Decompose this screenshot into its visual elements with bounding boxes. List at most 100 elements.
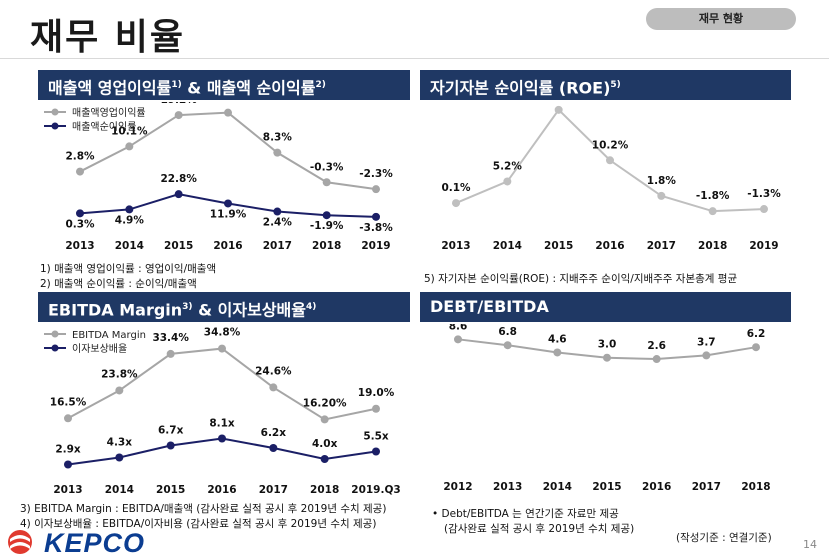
x-tick-label: 2014	[493, 240, 522, 252]
ebitda-notes: 3) EBITDA Margin : EBITDA/매출액 (감사완료 실적 공…	[20, 502, 386, 532]
x-tick-label: 2013	[493, 481, 522, 493]
data-label: 11.9%	[210, 208, 247, 220]
data-label: 19.2%	[160, 102, 197, 106]
margins-note-2: 2) 매출액 순이익률 : 순이익/매출액	[40, 278, 197, 290]
ebitda-panel-title: EBITDA Margin3) & 이자보상배율4)	[38, 292, 410, 322]
x-tick-label: 2017	[647, 240, 676, 252]
data-point	[125, 142, 134, 151]
data-label: 0.1%	[441, 182, 471, 194]
data-label: 6.2x	[261, 427, 287, 439]
legend-label: 매출액영업이익률	[72, 106, 146, 119]
data-label: 19.0%	[358, 387, 395, 399]
debt-title-text: DEBT/EBITDA	[430, 297, 549, 316]
debt-notes: • Debt/EBITDA 는 연간기준 자료만 제공 (감사완료 실적 공시 …	[432, 507, 634, 537]
x-tick-label: 2015	[592, 481, 621, 493]
data-label: 2.4%	[263, 217, 293, 229]
roe-title-sup: 5)	[610, 80, 621, 90]
data-point	[652, 355, 661, 364]
data-point	[322, 178, 331, 187]
data-point	[320, 415, 329, 424]
legend-label: 매출액순이익률	[72, 121, 136, 133]
debt-note-1: • Debt/EBITDA 는 연간기준 자료만 제공	[432, 508, 619, 520]
legend-label: 이자보상배율	[72, 343, 127, 355]
data-label: 3.0	[598, 339, 617, 351]
data-label: 16.20%	[303, 397, 347, 409]
data-label: 16.5%	[50, 396, 87, 408]
data-label: 4.0x	[312, 438, 338, 450]
roe-notes: 5) 자기자본 순이익률(ROE) : 지배주주 순이익/지배주주 자본총계 평…	[424, 272, 737, 287]
margins-title-sup1: 1)	[171, 80, 182, 90]
data-point	[752, 343, 760, 352]
data-label: 10.1%	[111, 125, 148, 137]
margins-title-part2: & 매출액 순이익률	[181, 78, 316, 98]
kepco-wordmark: KEPCO	[44, 528, 145, 557]
data-label: 33.4%	[152, 332, 189, 344]
data-point	[115, 453, 124, 462]
x-tick-label: 2019.Q3	[351, 484, 400, 496]
data-point	[64, 414, 72, 423]
x-tick-label: 2013	[441, 240, 470, 252]
data-point	[657, 191, 666, 200]
data-point	[320, 455, 329, 463]
data-label: 24.6%	[255, 365, 292, 377]
x-tick-label: 2016	[595, 240, 624, 252]
legend-swatch-marker	[51, 330, 59, 338]
x-tick-label: 2018	[310, 484, 339, 496]
data-label: 22.8%	[160, 173, 197, 185]
ebitda-title-part1: EBITDA Margin	[48, 300, 183, 320]
data-point	[702, 351, 711, 360]
data-label: 5.5x	[363, 431, 389, 443]
x-tick-label: 2015	[164, 240, 193, 252]
legend-swatch-marker	[51, 108, 59, 116]
data-point	[174, 111, 183, 120]
x-tick-label: 2013	[65, 240, 94, 252]
data-label: 23.8%	[101, 368, 138, 380]
ebitda-title-part2: & 이자보상배율	[192, 300, 306, 320]
basis-note: (작성기준 : 연결기준)	[676, 532, 772, 544]
data-label: -3.8%	[359, 222, 393, 234]
x-tick-label: 2017	[259, 484, 288, 496]
x-tick-label: 2016	[207, 484, 236, 496]
data-label: 6.7x	[158, 425, 184, 437]
page-number: 14	[803, 538, 817, 551]
legend-swatch-marker	[51, 344, 59, 352]
data-label: -2.3%	[359, 168, 393, 180]
data-point	[372, 185, 380, 194]
legend-label: EBITDA Margin	[72, 330, 146, 341]
margins-title-part1: 매출액 영업이익률	[48, 78, 172, 98]
data-label: 2.8%	[65, 151, 95, 163]
x-tick-label: 2017	[692, 481, 721, 493]
data-point	[372, 447, 380, 456]
x-tick-label: 2014	[115, 240, 144, 252]
roe-panel-title: 자기자본 순이익률 (ROE)5)	[420, 70, 791, 100]
data-label: 8.3%	[263, 132, 293, 144]
chart-svg: 20132014201520162017201820190.1%5.2%22.1…	[441, 105, 781, 252]
section-badge: 재무 현황	[646, 8, 796, 30]
kepco-logo: KEPCO	[8, 528, 145, 557]
margins-note-1: 1) 매출액 영업이익률 : 영업이익/매출액	[40, 263, 217, 275]
x-tick-label: 2015	[156, 484, 185, 496]
debt-note-2: (감사완료 실적 공시 후 2019년 수치 제공)	[444, 523, 635, 535]
x-tick-label: 2017	[263, 240, 292, 252]
x-tick-label: 2018	[741, 481, 770, 493]
margins-panel-title: 매출액 영업이익률1) & 매출액 순이익률2)	[38, 70, 410, 100]
data-point	[64, 460, 72, 469]
data-label: 3.7	[697, 336, 716, 348]
data-point	[708, 207, 717, 216]
data-point	[125, 205, 134, 214]
data-point	[454, 335, 462, 344]
data-point	[269, 383, 278, 392]
x-tick-label: 2019	[361, 240, 390, 252]
chart-svg: 2012 2013 2014 2015 2016 2017 2018 8.6 6.8 4.6 3.0…	[443, 324, 770, 493]
data-point	[174, 190, 183, 199]
data-point	[273, 207, 282, 216]
data-point	[218, 434, 226, 443]
data-point	[273, 148, 282, 157]
data-label: 4.6	[548, 333, 567, 345]
roe-chart: 20132014201520162017201820190.1%5.2%22.1…	[420, 102, 791, 258]
debt-panel-title: DEBT/EBITDA	[420, 292, 791, 322]
page-title: 재무 비율	[30, 17, 186, 58]
header-divider	[0, 58, 829, 59]
ebitda-title-sup2: 4)	[305, 302, 317, 312]
data-point	[503, 341, 512, 350]
